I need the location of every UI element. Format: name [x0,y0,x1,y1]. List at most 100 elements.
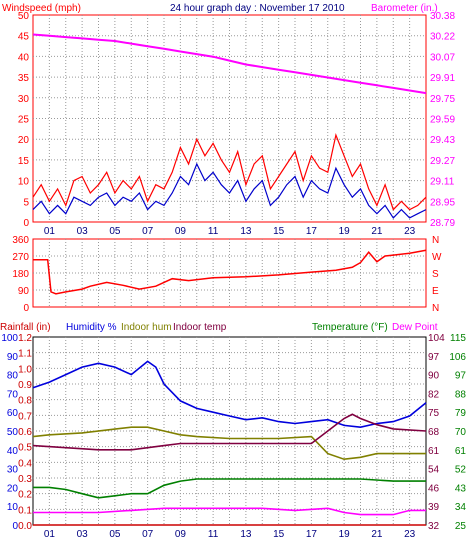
humidity-tick-label: 40 [7,446,19,457]
temp-tick-label-a: 52 [455,465,467,476]
windspeed-axis-title: Windspeed (mph) [2,3,81,14]
windspeed-tick-label: 10 [18,177,30,188]
barometer-tick-label: 29.59 [430,115,455,126]
temp-tick-label-a: 115 [450,333,466,344]
wind-x-tick-label: 21 [371,226,383,237]
humidity-tick-label: 10 [7,502,19,513]
direction-tick-label: 180 [12,269,29,280]
barometer-tick-label: 29.43 [430,135,455,146]
wind-x-tick-label: 05 [109,226,121,237]
windspeed-tick-label: 30 [18,94,30,105]
rain-tick-label: 0.2 [18,490,32,501]
rain-tick-label: 1.1 [18,349,32,360]
rain-tick-label: 0.4 [18,458,32,469]
compass-tick-label: E [432,286,439,297]
windspeed-tick-label: 5 [23,197,29,208]
temp-tick-label-b: 97 [428,352,440,363]
temp-tick-label-a: 106 [449,352,466,363]
humidity-tick-label: 100 [1,333,18,344]
indoor-hum-line [32,426,426,461]
temp-tick-label-b: 82 [428,389,440,400]
rain-tick-label: 1.2 [18,333,32,344]
temp-x-tick-label: 01 [44,529,56,540]
windspeed-tick-label: 40 [18,52,30,63]
barometer-tick-label: 30.38 [430,11,455,22]
temp-tick-label-b: 68 [428,427,440,438]
temp-x-tick-label: 09 [175,529,187,540]
barometer-tick-label: 29.27 [430,156,455,167]
temperature-legend: Temperature (°F) [312,322,388,333]
graph-title: 24 hour graph day : November 17 2010 [170,3,345,14]
rain-tick-label: 0.7 [18,411,32,422]
wind-gust-line [32,133,427,211]
wind-x-tick-label: 23 [404,226,416,237]
temp-tick-label-a: 25 [455,521,467,532]
temp-x-tick-label: 21 [371,529,383,540]
dew-point-line [33,507,426,516]
windspeed-tick-label: 50 [18,11,30,22]
dew-point-legend: Dew Point [392,322,438,333]
rain-tick-label: 0.5 [18,443,32,454]
temp-tick-label-b: 54 [428,465,440,476]
temp-tick-label-a: 34 [455,502,467,513]
rain-tick-label: 1.0 [18,364,32,375]
barometer-line [32,33,427,95]
barometer-tick-label: 28.79 [430,218,455,229]
direction-tick-label: 90 [18,286,30,297]
humidity-tick-label: 50 [7,427,19,438]
wind-barometer-panel: 0510152025303540455028.7928.9529.1129.27… [18,11,456,237]
barometer-tick-label: 30.07 [430,52,455,63]
temp-tick-label-b: 75 [428,408,440,419]
wind-x-tick-label: 01 [44,226,56,237]
temp-tick-label-b: 90 [428,371,440,382]
barometer-tick-label: 29.11 [430,177,455,188]
temperature-line [33,478,426,499]
rain-tick-label: 0.6 [18,427,32,438]
indoor-temp-legend: Indoor temp [173,322,227,333]
windspeed-tick-label: 45 [18,32,30,43]
temp-tick-label-b: 61 [428,446,440,457]
wind-x-tick-label: 15 [273,226,285,237]
temperature-humidity-panel: 01020304050607080901000.00.10.20.30.40.5… [1,333,466,540]
humidity-tick-label: 0 [12,521,18,532]
temp-x-tick-label: 17 [306,529,318,540]
temp-tick-label-b: 104 [428,333,445,344]
rain-tick-label: 0.3 [18,474,32,485]
wind-x-tick-label: 09 [175,226,187,237]
wind-x-tick-label: 17 [306,226,318,237]
compass-tick-label: W [432,252,442,263]
temp-tick-label-b: 39 [428,502,440,513]
temp-tick-label-a: 70 [455,427,467,438]
compass-tick-label: N [432,235,439,246]
temp-x-tick-label: 13 [240,529,252,540]
wind-x-tick-label: 13 [240,226,252,237]
direction-tick-label: 270 [12,252,29,263]
humidity-legend: Humidity % [66,322,117,333]
rain-tick-label: 0.0 [18,521,32,532]
temp-x-tick-label: 03 [77,529,89,540]
compass-tick-label: N [432,303,439,314]
humidity-tick-label: 90 [7,352,19,363]
barometer-tick-label: 30.22 [430,32,455,43]
barometer-tick-label: 29.91 [430,73,455,84]
temp-tick-label-a: 88 [455,389,467,400]
temp-x-tick-label: 11 [208,529,219,540]
compass-tick-label: S [432,269,439,280]
humidity-tick-label: 70 [7,389,19,400]
rainfall-legend: Rainfall (in) [0,322,51,333]
wind-x-tick-label: 03 [77,226,89,237]
direction-tick-label: 0 [23,303,29,314]
temp-tick-label-a: 97 [455,371,467,382]
barometer-tick-label: 29.75 [430,94,455,105]
temp-x-tick-label: 23 [404,529,416,540]
temp-x-tick-label: 19 [339,529,351,540]
barometer-tick-label: 28.95 [430,197,455,208]
temp-x-tick-label: 07 [142,529,154,540]
temp-x-tick-label: 15 [273,529,285,540]
wind-x-tick-label: 19 [339,226,351,237]
humidity-tick-label: 30 [7,465,19,476]
wind-avg-line [32,162,427,219]
temp-tick-label-a: 79 [455,408,467,419]
